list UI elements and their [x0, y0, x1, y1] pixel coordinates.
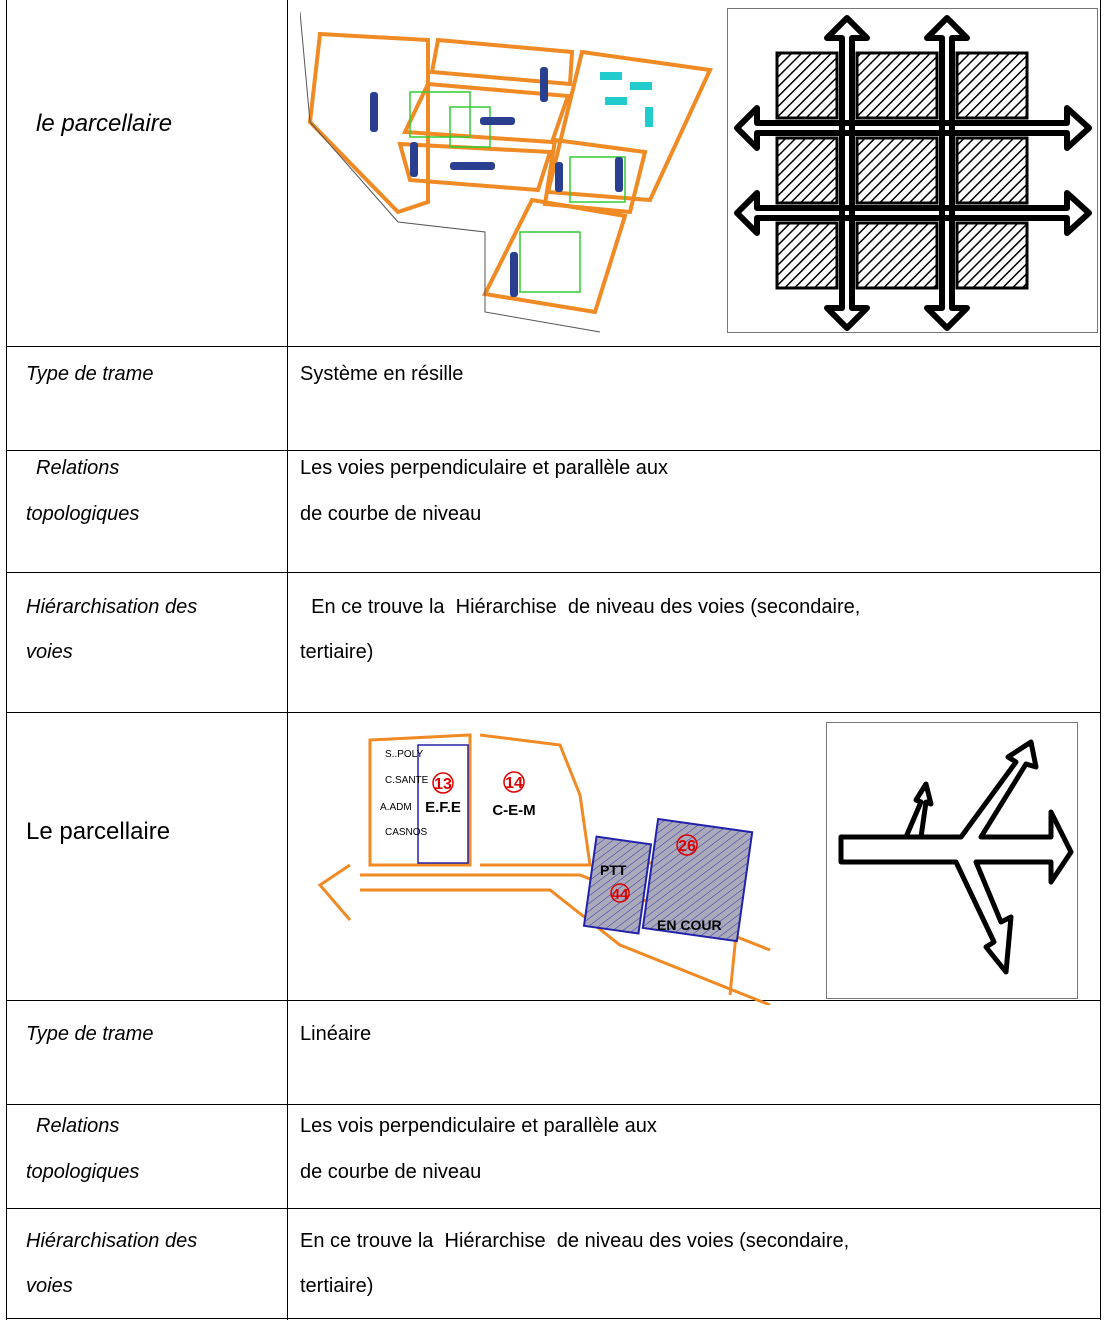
cell-text: Système en résille [300, 363, 464, 385]
cell-text: tertiaire) [300, 1275, 374, 1297]
row-divider [6, 712, 1101, 713]
plan-label: PTT [600, 862, 627, 878]
cell-text: le parcellaire [36, 110, 173, 137]
table-border [6, 0, 7, 1320]
cell-text: Les vois perpendiculaire et parallèle au… [300, 1115, 657, 1137]
plan-label: C-E-M [492, 802, 535, 819]
cell-text: Le parcellaire [26, 818, 171, 845]
column-divider [287, 0, 288, 1320]
cell-text: voies [26, 1275, 73, 1297]
cell-text: topologiques [26, 503, 140, 525]
cell-text: Type de trame [26, 363, 154, 385]
plan-label: 26 [678, 838, 696, 855]
cell-text: Linéaire [300, 1023, 372, 1045]
row-divider [6, 450, 1101, 451]
grid-diagram [727, 8, 1098, 333]
cell-text: Les voies perpendiculaire et parallèle a… [300, 457, 669, 479]
cell-text: Hiérarchisation des [26, 596, 198, 618]
cell-text: de courbe de niveau [300, 503, 482, 525]
cell-text: Relations [36, 457, 120, 479]
plan-label: E.F.E [425, 799, 461, 816]
plan-label: CASNOS [385, 827, 428, 838]
cell-text: En ce trouve la Hiérarchise de niveau de… [300, 1230, 850, 1252]
cell-text: tertiaire) [300, 641, 374, 663]
table-border [1100, 0, 1101, 1320]
cell-text: Type de trame [26, 1023, 154, 1045]
cell-text: topologiques [26, 1161, 140, 1183]
cell-text: de courbe de niveau [300, 1161, 482, 1183]
row-divider [6, 1208, 1101, 1209]
cell-text: Hiérarchisation des [26, 1230, 198, 1252]
row-divider [6, 1104, 1101, 1105]
plan-label: EN COUR [657, 917, 722, 933]
cell-text: Relations [36, 1115, 120, 1137]
plan-label: 44 [612, 886, 629, 903]
plan-label: 14 [505, 775, 523, 792]
site-plan [300, 12, 713, 333]
row-divider [6, 346, 1101, 347]
plan-label: A.ADM [380, 802, 412, 813]
cell-text: En ce trouve la Hiérarchise de niveau de… [300, 596, 861, 618]
row-divider [6, 572, 1101, 573]
row-divider [6, 1318, 1101, 1319]
cell-text: voies [26, 641, 73, 663]
linear-diagram [826, 722, 1078, 999]
plan-label: S..POLY [385, 749, 423, 760]
plan-label: C.SANTE [385, 775, 429, 786]
row-divider [6, 1000, 1101, 1001]
site-plan: S..POLY C.SANTE A.ADM CASNOS 13 E.F.E 14… [317, 733, 771, 1005]
plan-label: 13 [434, 776, 452, 793]
